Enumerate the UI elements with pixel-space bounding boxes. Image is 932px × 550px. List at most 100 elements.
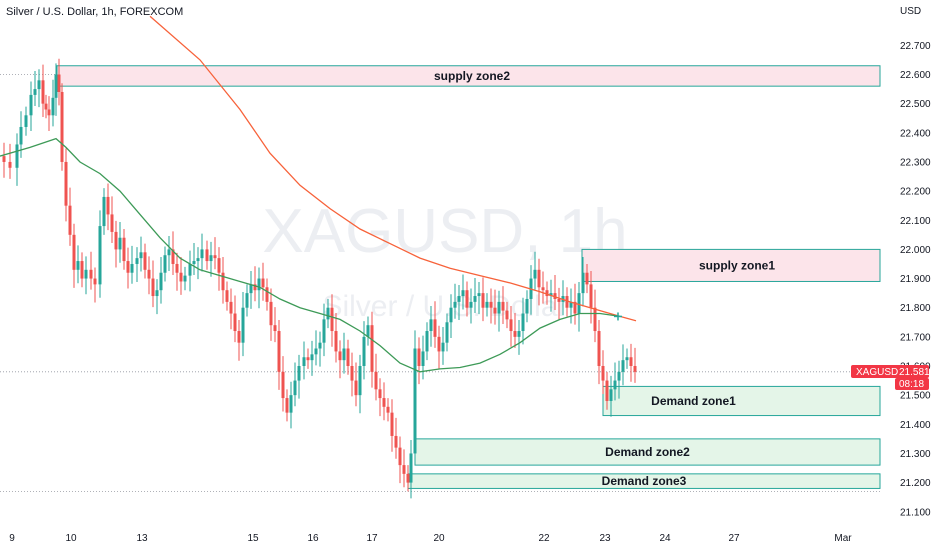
candle-body <box>521 313 525 332</box>
y-axis-tick: 21.900 <box>900 274 931 285</box>
candle-body <box>485 301 489 308</box>
candle-body <box>386 406 390 413</box>
candle-body <box>89 269 93 279</box>
y-axis-tick: 21.800 <box>900 303 931 314</box>
candle-body <box>409 453 413 483</box>
candle-body <box>613 380 617 390</box>
candle-body <box>477 293 481 297</box>
candle-body <box>257 278 261 291</box>
candle-body <box>179 272 183 282</box>
candle-body <box>402 465 406 474</box>
candle-body <box>114 231 118 250</box>
x-axis-tick: 17 <box>366 533 378 544</box>
candle-body <box>33 89 37 95</box>
candle-body <box>102 196 106 227</box>
candle-body <box>445 322 449 343</box>
candle-body <box>629 357 633 366</box>
zone-label: Demand zone1 <box>651 394 736 408</box>
candle-body <box>229 301 233 314</box>
candle-body <box>302 357 306 366</box>
candle-body <box>433 319 437 337</box>
candle-body <box>221 272 225 291</box>
y-axis-tick: 22.500 <box>900 99 931 110</box>
candle-body <box>473 296 477 302</box>
candle-body <box>374 371 378 390</box>
x-axis-tick: 15 <box>247 533 259 544</box>
candle-body <box>429 319 433 332</box>
candle-body <box>573 301 577 314</box>
candle-body <box>513 331 517 337</box>
candle-body <box>421 351 425 366</box>
candle-body <box>192 261 196 264</box>
candle-body <box>398 447 402 466</box>
candle-body <box>297 366 301 381</box>
candle-body <box>370 325 374 372</box>
candle-body <box>72 234 76 270</box>
candle-body <box>449 307 453 323</box>
zone-label: Demand zone3 <box>602 474 687 488</box>
moving-average-line-0 <box>149 15 637 322</box>
candle-body <box>541 287 545 291</box>
candle-body <box>188 263 192 276</box>
candle-body <box>625 357 629 361</box>
candle-body <box>37 80 41 90</box>
candle-body <box>633 366 637 372</box>
moving-average-line-1 <box>0 137 621 373</box>
x-axis-tick: 9 <box>9 533 15 544</box>
candle-body <box>342 348 346 361</box>
y-axis-tick: 21.100 <box>900 507 931 518</box>
chart-title: Silver / U.S. Dollar, 1h, FOREXCOM <box>6 6 184 18</box>
candle-body <box>15 144 19 168</box>
candle-body <box>126 261 130 273</box>
candle-body <box>437 336 441 352</box>
currency-label: USD <box>900 6 922 17</box>
candle-body <box>394 435 398 448</box>
x-axis-tick: 24 <box>659 533 671 544</box>
candle-body <box>497 301 501 314</box>
candle-body <box>233 313 237 332</box>
candle-body <box>277 331 281 372</box>
candle-body <box>330 307 334 332</box>
candle-body <box>19 126 23 145</box>
y-axis-tick: 22.200 <box>900 187 931 198</box>
zone-label: supply zone1 <box>699 258 775 272</box>
candle-body <box>217 258 221 273</box>
candle-body <box>621 360 625 372</box>
candle-body <box>122 237 126 262</box>
candle-body <box>151 278 155 297</box>
candle-body <box>318 342 322 349</box>
candle-body <box>135 258 139 264</box>
candle-body <box>493 307 497 314</box>
candle-body <box>609 389 613 401</box>
y-axis-tick: 21.400 <box>900 420 931 431</box>
candle-body <box>465 290 469 308</box>
candle-body <box>209 255 213 262</box>
candle-body <box>537 269 541 288</box>
candle-body <box>253 284 257 291</box>
candle-body <box>501 301 505 311</box>
candle-body <box>265 287 269 302</box>
candle-body <box>163 255 167 273</box>
y-axis-tick: 21.200 <box>900 478 931 489</box>
candle-body <box>589 284 593 308</box>
candle-body <box>346 348 350 366</box>
zone-label: Demand zone2 <box>605 445 690 459</box>
candle-body <box>143 252 147 270</box>
candle-body <box>378 389 382 399</box>
candle-body <box>54 74 58 98</box>
candle-body <box>269 301 273 326</box>
candle-body <box>505 310 509 320</box>
y-axis-tick: 21.300 <box>900 449 931 460</box>
candle-body <box>461 290 465 297</box>
y-axis-tick: 21.700 <box>900 332 931 343</box>
y-axis-tick: 22.000 <box>900 245 931 256</box>
candle-body <box>241 307 245 343</box>
candle-body <box>41 80 45 104</box>
candle-body <box>322 319 326 343</box>
y-axis-tick: 22.700 <box>900 41 931 52</box>
price-tag-countdown: 08:18 <box>899 379 924 390</box>
candle-body <box>326 307 330 320</box>
x-axis-tick: 22 <box>538 533 550 544</box>
y-axis-tick: 22.100 <box>900 216 931 227</box>
